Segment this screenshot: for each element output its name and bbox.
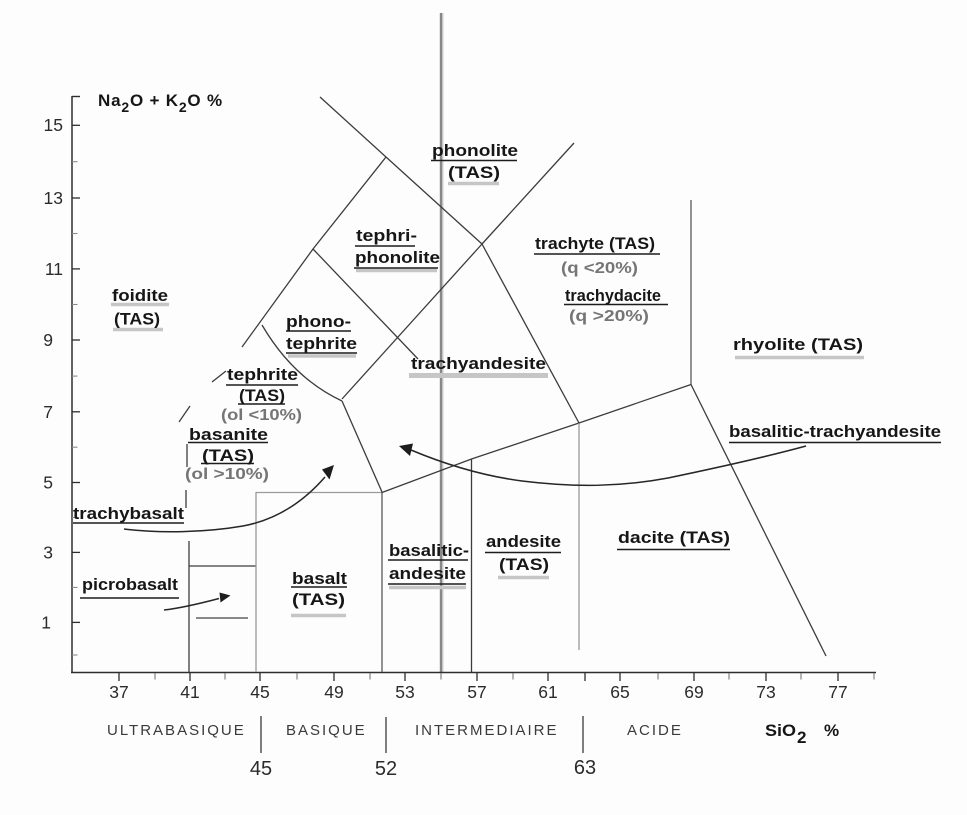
svg-text:foidite: foidite [112,286,168,305]
svg-text:9: 9 [43,330,53,350]
svg-text:picrobasalt: picrobasalt [82,575,178,594]
svg-text:phono-: phono- [286,312,351,331]
svg-text:45: 45 [250,758,272,780]
svg-text:15: 15 [44,115,63,135]
svg-text:(ol >10%): (ol >10%) [185,466,269,483]
svg-text:tephri-: tephri- [356,226,417,245]
svg-text:(TAS): (TAS) [448,163,500,182]
svg-text:3: 3 [43,543,53,563]
svg-text:ACIDE: ACIDE [627,722,683,739]
svg-text:7: 7 [43,402,53,422]
svg-text:basalt: basalt [292,569,347,588]
svg-text:(TAS): (TAS) [202,446,254,465]
svg-text:65: 65 [610,682,629,702]
svg-text:trachydacite: trachydacite [565,286,661,305]
svg-text:41: 41 [180,682,199,702]
svg-text:2: 2 [797,728,806,747]
svg-text:%: % [824,721,839,740]
svg-text:basanite: basanite [189,425,268,444]
svg-text:11: 11 [45,259,63,279]
svg-text:73: 73 [756,682,775,702]
svg-text:basalitic-: basalitic- [389,541,469,560]
svg-text:tephrite: tephrite [286,334,357,353]
svg-text:basalitic-trachyandesite: basalitic-trachyandesite [729,422,941,441]
svg-text:(q >20%): (q >20%) [569,308,649,325]
svg-text:ULTRABASIQUE: ULTRABASIQUE [107,722,246,739]
svg-text:tephrite: tephrite [227,365,298,384]
svg-text:1: 1 [41,613,51,633]
svg-text:63: 63 [574,757,596,779]
svg-text:53: 53 [395,682,414,702]
svg-text:trachyandesite: trachyandesite [411,354,546,373]
svg-text:INTERMEDIAIRE: INTERMEDIAIRE [415,722,559,739]
svg-text:69: 69 [684,682,703,702]
svg-text:SiO: SiO [765,721,796,740]
svg-text:trachyte (TAS): trachyte (TAS) [535,234,655,253]
svg-text:45: 45 [250,682,269,702]
svg-text:(q <20%): (q <20%) [561,260,638,277]
svg-text:rhyolite (TAS): rhyolite (TAS) [733,335,863,354]
svg-text:trachybasalt: trachybasalt [73,504,184,523]
svg-text:5: 5 [43,473,53,493]
svg-text:andesite: andesite [486,532,561,551]
svg-text:(TAS): (TAS) [292,590,345,609]
svg-text:(TAS): (TAS) [114,310,160,329]
svg-text:(TAS): (TAS) [499,555,549,574]
svg-text:77: 77 [828,682,847,702]
svg-text:(TAS): (TAS) [239,386,285,405]
svg-text:dacite (TAS): dacite (TAS) [618,528,730,547]
svg-text:(ol <10%): (ol <10%) [221,407,302,424]
svg-text:61: 61 [538,682,557,702]
svg-text:52: 52 [375,758,397,780]
svg-text:phonolite: phonolite [432,141,518,160]
svg-text:57: 57 [467,682,486,702]
svg-text:BASIQUE: BASIQUE [286,722,367,739]
svg-text:phonolite: phonolite [355,248,440,267]
svg-text:13: 13 [44,188,63,208]
svg-text:49: 49 [324,682,343,702]
svg-text:andesite: andesite [389,564,466,583]
svg-text:37: 37 [109,682,128,702]
